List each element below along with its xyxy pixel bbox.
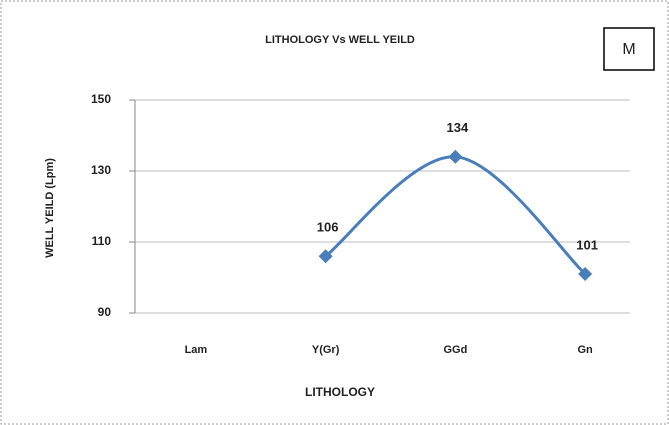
y-tick-label: 110 xyxy=(92,234,112,248)
y-axis-label: WELL YEILD (Lpm) xyxy=(44,158,56,258)
x-tick-label: GGd xyxy=(443,344,467,356)
x-tick-label: Lam xyxy=(185,344,208,356)
chart-title: LITHOLOGY Vs WELL YEILD xyxy=(265,34,415,46)
data-label: 106 xyxy=(317,220,339,235)
marker xyxy=(578,266,593,281)
data-label: 101 xyxy=(576,237,598,252)
y-tick-label: 130 xyxy=(91,163,111,177)
x-tick-label: Y(Gr) xyxy=(312,344,340,356)
y-tick-label: 150 xyxy=(91,92,111,106)
x-axis-label: LITHOLOGY xyxy=(305,385,375,399)
marker xyxy=(448,149,463,164)
annotation-box xyxy=(603,27,655,71)
data-label: 134 xyxy=(447,120,469,135)
marker xyxy=(318,249,333,264)
annotation: M xyxy=(622,41,635,58)
y-tick-label: 90 xyxy=(98,305,112,319)
x-tick-label: Gn xyxy=(577,344,593,356)
